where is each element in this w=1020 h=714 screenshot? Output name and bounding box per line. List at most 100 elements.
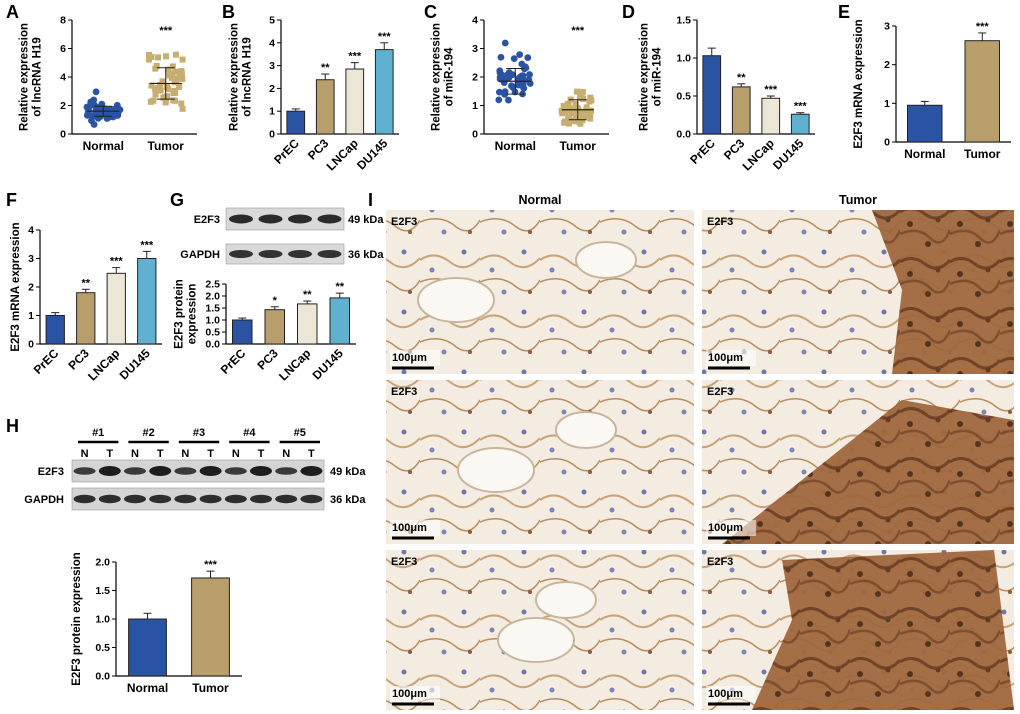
x-tick-label: Tumor xyxy=(192,681,229,695)
data-point xyxy=(83,111,91,119)
y-tick-label: 3 xyxy=(269,60,275,72)
scale-bar-label: 100μm xyxy=(392,352,427,364)
bar xyxy=(76,292,96,345)
data-point xyxy=(564,104,571,111)
data-point xyxy=(148,82,155,89)
lane-label: T xyxy=(157,448,164,460)
x-tick-label: PC3 xyxy=(254,346,281,373)
data-point xyxy=(572,118,579,125)
x-tick-label: Normal xyxy=(83,139,124,153)
blot-band xyxy=(229,214,253,224)
y-tick-label: 4 xyxy=(60,72,66,84)
data-point xyxy=(164,66,171,73)
data-point xyxy=(155,54,162,61)
scale-bar-label: 100μm xyxy=(708,352,743,364)
ihc-stain-label: E2F3 xyxy=(707,556,733,568)
data-point xyxy=(106,106,114,114)
blot-band xyxy=(288,250,312,258)
y-axis-title-line: of lncRNA H19 xyxy=(242,37,254,116)
y-tick-label: 2 xyxy=(884,59,890,71)
blot-strip xyxy=(225,243,345,265)
bar xyxy=(345,68,365,135)
significance-marker: *** xyxy=(378,31,392,43)
scale-bar-bg xyxy=(390,520,440,536)
y-tick-label: 1.5 xyxy=(95,585,110,597)
ihc-lumen xyxy=(555,411,617,449)
blot-band-label: GAPDH xyxy=(24,494,64,506)
data-point xyxy=(153,62,160,69)
ihc-image xyxy=(386,380,694,544)
data-point xyxy=(573,88,580,95)
data-point xyxy=(106,111,114,119)
lane-label: N xyxy=(282,448,290,460)
blot-size-label: 36 kDa xyxy=(330,494,366,506)
bar xyxy=(907,104,943,143)
y-axis-title-line: of lncRNA H19 xyxy=(32,37,44,116)
y-tick-label: 1 xyxy=(884,98,890,110)
data-point xyxy=(170,97,177,104)
significance-marker: *** xyxy=(159,25,173,37)
data-point xyxy=(505,74,513,82)
blot-size-label: 49 kDa xyxy=(348,214,384,226)
blot-band xyxy=(124,494,146,504)
lane-label: N xyxy=(81,448,89,460)
y-axis-title: Relative expression of miR-194 xyxy=(639,23,664,131)
data-point xyxy=(568,107,575,114)
blot-band xyxy=(124,467,146,475)
x-tick-label: DU145 xyxy=(770,136,807,173)
blot-strip xyxy=(71,459,325,483)
blot-band xyxy=(300,466,323,476)
data-point xyxy=(572,105,579,112)
y-tick-label: 1.5 xyxy=(205,303,220,315)
y-tick-label: 0.5 xyxy=(95,642,110,654)
data-point xyxy=(155,85,162,92)
data-point xyxy=(496,69,504,77)
significance-marker: ** xyxy=(303,289,312,301)
x-tick-label: Tumor xyxy=(148,139,185,153)
patient-label: #2 xyxy=(142,427,154,439)
x-tick-label: Tumor xyxy=(560,139,597,153)
significance-marker: * xyxy=(273,295,278,307)
ihc-tumor-region xyxy=(872,210,1014,374)
data-point xyxy=(179,105,186,112)
ihc-lumen xyxy=(497,617,575,663)
y-axis-title-line: Relative expression xyxy=(229,23,241,131)
lane-label: N xyxy=(232,448,240,460)
data-point xyxy=(515,78,523,86)
x-tick-label: PrEC xyxy=(271,136,302,167)
ihc-stain-label: E2F3 xyxy=(391,386,417,398)
y-axis-title: Relative expression of lncRNA H19 xyxy=(229,23,254,131)
x-tick-label: DU145 xyxy=(117,346,154,383)
lane-label: T xyxy=(308,448,315,460)
x-tick-label: LNCap xyxy=(740,136,777,173)
data-point xyxy=(179,56,186,63)
blot-band xyxy=(317,214,342,224)
bar xyxy=(232,319,253,345)
data-point xyxy=(505,96,512,104)
x-tick-label: LNCap xyxy=(324,136,361,173)
y-axis-title: E2F3 mRNA expression xyxy=(853,19,865,148)
data-point xyxy=(579,88,586,95)
ihc-tumor-region xyxy=(722,400,1014,544)
data-point xyxy=(572,100,579,107)
blot-band xyxy=(98,466,121,476)
significance-marker: *** xyxy=(571,25,585,37)
y-tick-label: 1.0 xyxy=(95,614,110,626)
ihc-column-header: Normal xyxy=(518,193,561,207)
blot-strip xyxy=(225,207,345,231)
data-point xyxy=(495,96,503,104)
x-tick-label: LNCap xyxy=(85,346,122,383)
ihc-lumen xyxy=(457,447,535,493)
data-point xyxy=(564,101,571,108)
patient-label: #1 xyxy=(92,427,104,439)
data-point xyxy=(87,98,95,106)
data-point xyxy=(586,98,593,105)
y-axis-title: Relative expression of lncRNA H19 xyxy=(19,23,44,131)
blot-band xyxy=(174,467,197,475)
data-point xyxy=(524,54,532,62)
y-tick-label: 2 xyxy=(60,100,66,112)
y-tick-label: 8 xyxy=(60,15,66,27)
bar xyxy=(790,113,810,135)
ihc-stain-label: E2F3 xyxy=(391,556,417,568)
